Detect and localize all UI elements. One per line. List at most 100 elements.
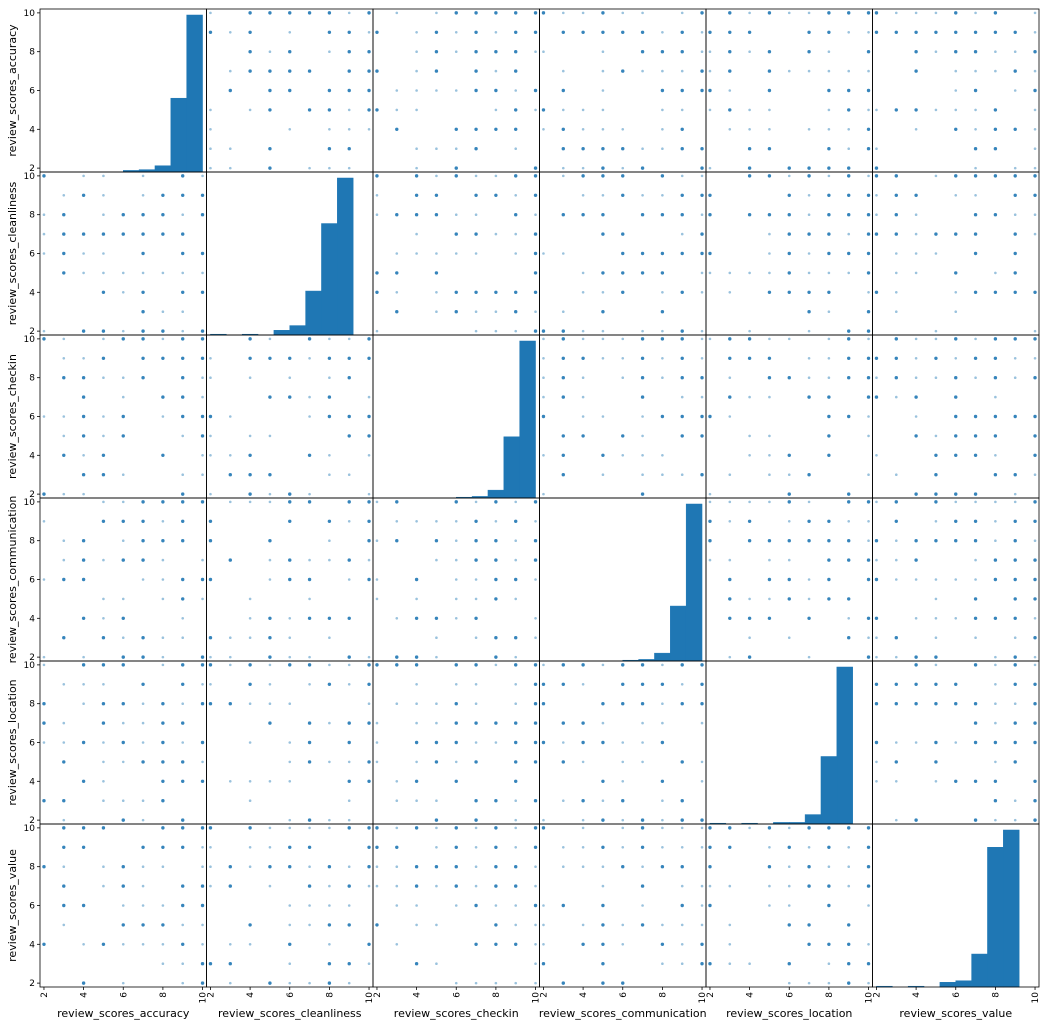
scatter-point [581, 212, 585, 217]
scatter-point [121, 904, 125, 907]
scatter-point [700, 395, 704, 399]
scatter-point [161, 212, 165, 217]
scatter-point [708, 538, 712, 543]
scatter-point [601, 923, 605, 927]
scatter-point [268, 721, 272, 725]
scatter-point [141, 251, 145, 256]
scatter-point [581, 923, 585, 927]
scatter-point [847, 232, 851, 236]
scatter-point [102, 193, 105, 197]
scatter-point [807, 655, 811, 659]
scatter-point [474, 818, 478, 822]
scatter-point [680, 701, 684, 706]
scatter-point [62, 415, 66, 418]
scatter-point [807, 845, 811, 849]
scatter-point [934, 252, 938, 255]
scatter-point [1013, 193, 1017, 197]
scatter-point [993, 290, 998, 295]
x-axis-label: review_scores_location [726, 1007, 852, 1020]
scatter-point [827, 942, 831, 947]
scatter-point [367, 492, 371, 496]
scatter-point [248, 492, 252, 496]
scatter-point [994, 818, 997, 822]
scatter-point [994, 50, 997, 53]
scatter-point [533, 271, 538, 275]
scatter-point [954, 538, 958, 543]
hist-bar [503, 436, 520, 499]
scatter-point [827, 337, 831, 341]
scatter-point [1033, 375, 1037, 380]
scatter-point [974, 558, 977, 562]
scatter-point [121, 414, 125, 419]
scatter-point [474, 11, 478, 15]
scatter-point [328, 943, 331, 946]
scatter-point [435, 147, 438, 151]
scatter-point [514, 127, 518, 132]
scatter-point [807, 213, 811, 216]
x-tick-label: 6 [952, 992, 962, 998]
scatter-point [474, 884, 478, 888]
scatter-point [680, 69, 684, 73]
scatter-point [974, 376, 977, 379]
scatter-point [807, 166, 811, 170]
scatter-point [494, 942, 498, 947]
scatter-point [934, 453, 938, 458]
scatter-point [161, 779, 165, 784]
scatter-point [973, 147, 978, 151]
scatter-point [561, 11, 565, 15]
scatter-point [894, 252, 898, 255]
y-tick-label: 4 [29, 288, 35, 298]
scatter-point [847, 356, 851, 360]
scatter-point [680, 799, 684, 803]
scatter-point [700, 147, 704, 151]
scatter-point [680, 88, 684, 93]
scatter-point [181, 760, 185, 764]
x-axis-label: review_scores_checkin [394, 1007, 519, 1020]
scatter-point [847, 942, 851, 947]
scatter-point [768, 395, 771, 399]
scatter-point [934, 473, 938, 477]
scatter-point [767, 49, 772, 54]
scatter-point [415, 30, 418, 34]
scatter-point [141, 884, 145, 888]
scatter-point [181, 356, 185, 360]
scatter-point [787, 500, 791, 504]
scatter-point [414, 193, 419, 197]
hist-bar [955, 980, 972, 988]
scatter-point [454, 779, 458, 784]
scatter-point [248, 865, 252, 868]
scatter-point [875, 500, 878, 504]
scatter-point [395, 500, 399, 504]
scatter-point [514, 779, 518, 784]
scatter-point [474, 636, 478, 640]
scatter-point [161, 923, 165, 927]
scatter-point [454, 663, 458, 667]
scatter-point [708, 166, 712, 170]
scatter-point [209, 434, 212, 438]
scatter-point [82, 252, 85, 255]
scatter-point [141, 337, 145, 341]
scatter-point [894, 291, 898, 294]
scatter-point [1013, 538, 1017, 543]
scatter-point [934, 434, 938, 438]
x-axis-label: review_scores_cleanliness [218, 1007, 362, 1020]
scatter-point [787, 69, 791, 73]
scatter-point [248, 30, 252, 34]
scatter-point [42, 578, 46, 581]
scatter-point [494, 904, 498, 907]
scatter-point [42, 174, 46, 178]
scatter-point [934, 519, 938, 523]
y-tick-label: 4 [29, 777, 35, 787]
scatter-point [847, 884, 851, 888]
scatter-point [228, 864, 232, 869]
x-tick-label: 8 [325, 992, 335, 998]
scatter-point [533, 232, 538, 236]
scatter-point [621, 780, 625, 783]
scatter-point [367, 702, 371, 705]
scatter-point [728, 415, 732, 418]
scatter-point [541, 682, 546, 686]
scatter-point [347, 473, 351, 477]
scatter-point [42, 721, 46, 725]
scatter-point [328, 760, 331, 764]
panel-review_scores_location-vs-review_scores_location [705, 660, 873, 825]
